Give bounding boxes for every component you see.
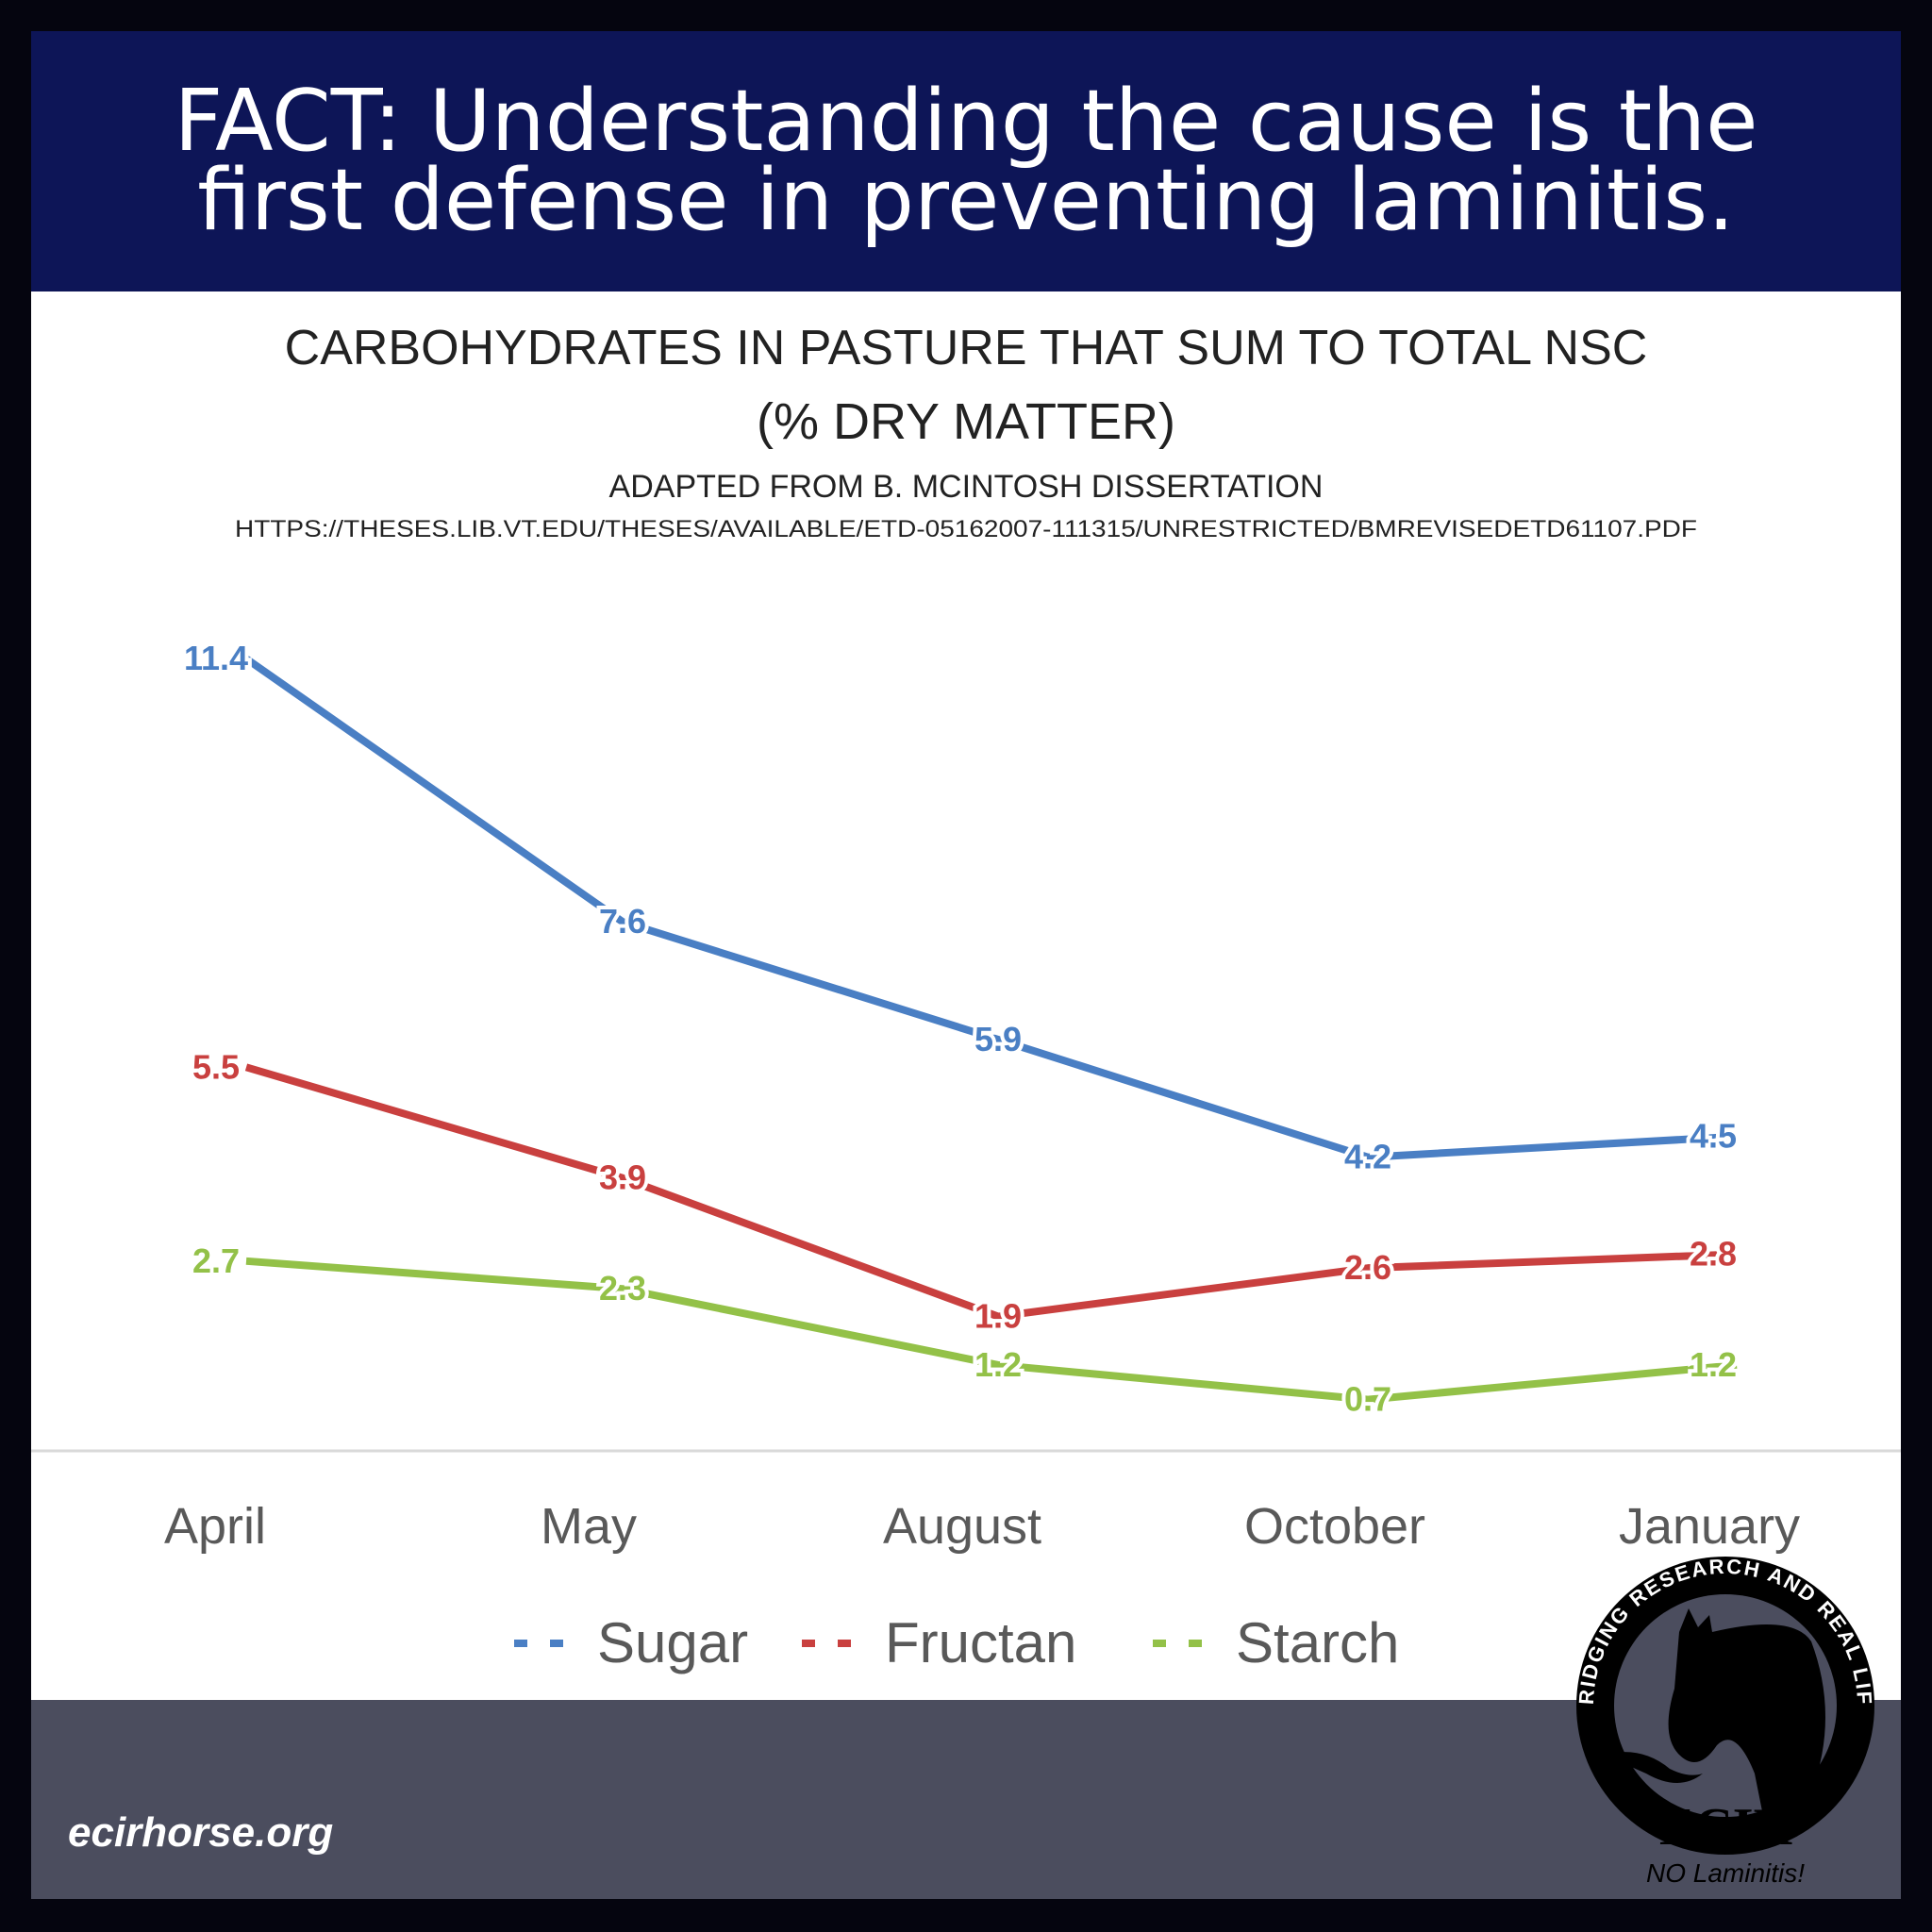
x-tick-label: August [883, 1498, 1041, 1555]
data-label: 2.8 [1690, 1234, 1737, 1273]
horse-icon [1668, 1608, 1825, 1821]
logo-name: ECIR [1659, 1798, 1792, 1857]
data-label: 5.5 [192, 1047, 240, 1086]
series-line-fructan [244, 1063, 1738, 1321]
legend-label: Fructan [885, 1611, 1076, 1674]
data-label: 1.2 [1690, 1345, 1737, 1384]
x-tick-label: January [1619, 1498, 1800, 1555]
data-label: 3.9 [599, 1158, 646, 1197]
headline-line-2: first defense in preventing laminitis. [197, 151, 1735, 250]
x-tick-label: May [541, 1498, 637, 1555]
chart-title: CARBOHYDRATES IN PASTURE THAT SUM TO TOT… [285, 321, 1648, 375]
site-url: ecirhorse.org [68, 1809, 334, 1856]
chart-panel [31, 291, 1901, 1700]
series-line-sugar [243, 655, 1738, 1161]
data-label: 4.5 [1690, 1117, 1737, 1156]
chart-source: HTTPS://THESES.LIB.VT.EDU/THESES/AVAILAB… [235, 516, 1697, 542]
data-label: 1.2 [974, 1345, 1022, 1384]
data-label: 0.7 [1344, 1380, 1391, 1419]
data-label: 11.4 [184, 639, 248, 677]
x-tick-label: April [164, 1498, 266, 1555]
data-label: 2.6 [1344, 1248, 1391, 1287]
headline-banner: FACT: Understanding the cause is the fir… [31, 31, 1901, 291]
data-label: 2.3 [599, 1269, 646, 1307]
data-label: 4.2 [1344, 1138, 1391, 1176]
hand-icon [1604, 1752, 1703, 1783]
x-tick-label: October [1244, 1498, 1425, 1555]
chart-subtitle: ADAPTED FROM B. MCINTOSH DISSERTATION [609, 469, 1324, 505]
chart-title-2: (% DRY MATTER) [757, 393, 1175, 450]
legend-label: Starch [1236, 1611, 1399, 1674]
data-label: 2.7 [192, 1241, 240, 1280]
data-label: 5.9 [974, 1020, 1022, 1058]
legend-label: Sugar [597, 1611, 748, 1674]
logo-tagline: NO Laminitis! [1646, 1858, 1805, 1888]
data-label: 1.9 [974, 1297, 1022, 1336]
headline-line-1: FACT: Understanding the cause is the [174, 72, 1758, 171]
data-label: 7.6 [599, 902, 646, 941]
series-line-starch [245, 1257, 1738, 1404]
